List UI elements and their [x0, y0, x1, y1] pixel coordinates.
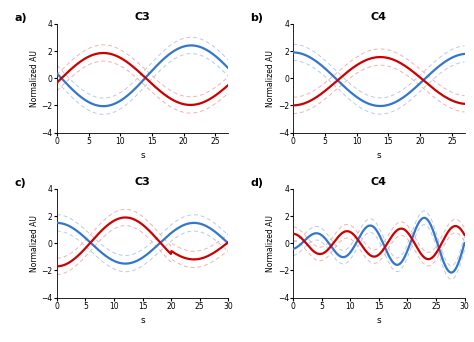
Y-axis label: Normalized AU: Normalized AU	[266, 50, 275, 107]
Text: a): a)	[14, 13, 27, 23]
Text: d): d)	[250, 178, 264, 188]
Y-axis label: Normalized AU: Normalized AU	[30, 215, 39, 272]
Text: b): b)	[250, 13, 264, 23]
Title: C4: C4	[371, 12, 387, 22]
Y-axis label: Normalized AU: Normalized AU	[30, 50, 39, 107]
X-axis label: s: s	[376, 316, 381, 325]
Y-axis label: Normalized AU: Normalized AU	[266, 215, 275, 272]
X-axis label: s: s	[140, 151, 145, 160]
X-axis label: s: s	[140, 316, 145, 325]
X-axis label: s: s	[376, 151, 381, 160]
Title: C3: C3	[135, 12, 150, 22]
Title: C3: C3	[135, 177, 150, 187]
Title: C4: C4	[371, 177, 387, 187]
Text: c): c)	[14, 178, 26, 188]
